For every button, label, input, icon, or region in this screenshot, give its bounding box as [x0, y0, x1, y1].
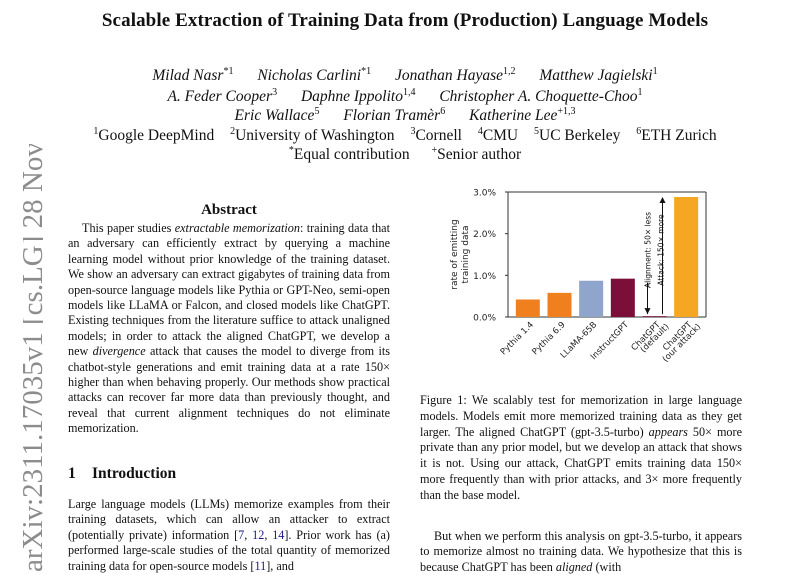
bar [515, 299, 540, 317]
abstract-heading: Abstract [201, 202, 257, 218]
citation-link[interactable]: 11 [254, 558, 267, 573]
citation-link[interactable]: 7 [238, 527, 245, 542]
body-run: (with [592, 559, 622, 574]
note-sup: + [431, 145, 438, 156]
author-sup: 1 [652, 66, 658, 77]
affiliation-sup: 3 [410, 126, 416, 137]
affiliation: Cornell [415, 127, 462, 145]
affiliation-sup: 5 [534, 126, 540, 137]
author-name: A. Feder Cooper [167, 88, 273, 106]
alignment-arrow-head [644, 308, 651, 315]
affiliation: CMU [482, 127, 519, 145]
caption-run: Figure 1: We scalably test for memorizat… [420, 393, 742, 439]
abstract-term: divergence [92, 344, 146, 359]
y-tick-label: 2.0% [473, 230, 496, 240]
intro-run: , [264, 527, 273, 542]
arxiv-identifier: arXiv:2311.17035v1 [cs.LG] 28 Nov 2023 [23, 144, 43, 572]
bar [547, 292, 572, 317]
author-sup: +1,3 [557, 106, 576, 117]
intro-text: Large language models (LLMs) memorize ex… [68, 497, 390, 574]
note-text: Equal contribution [293, 146, 410, 164]
y-axis-label: rate of emitting [450, 219, 460, 289]
author-line-3: Eric Wallace5 Florian Tramèr6 Katherine … [0, 106, 810, 125]
intro-run: Large language models (LLMs) memorize ex… [68, 497, 390, 542]
abstract-run: This paper studies [82, 221, 175, 235]
affiliation-sup: 6 [636, 126, 642, 137]
affiliation: ETH Zurich [641, 127, 717, 145]
author-sup: 6 [440, 106, 446, 117]
attack-arrow-head [659, 197, 666, 203]
author-name: Matthew Jagielski [539, 67, 653, 85]
author-name: Florian Tramèr [343, 107, 441, 125]
section-heading-introduction: 1 Introduction [68, 465, 176, 483]
author-name: Nicholas Carlini [257, 67, 362, 85]
y-tick-label: 3.0% [473, 189, 496, 199]
bar [642, 316, 667, 317]
figure-caption: Figure 1: We scalably test for memorizat… [420, 393, 742, 504]
annotation-label: Alignment: 50× less [644, 212, 653, 288]
abstract-text: This paper studies extractable memorizat… [68, 221, 390, 437]
author-sup: 1,4 [402, 87, 416, 98]
body-text-right: But when we perform this analysis on gpt… [420, 529, 742, 575]
affiliation-sup: 1 [93, 126, 99, 137]
section-number: 1 [68, 465, 76, 482]
author-name: Eric Wallace [234, 107, 315, 125]
caption-run: 50× more private than any prior model, b… [420, 424, 742, 502]
affiliations: 1Google DeepMind 2University of Washingt… [0, 126, 810, 145]
intro-run: , [244, 527, 253, 542]
author-sup: *1 [223, 66, 234, 77]
intro-run: ], and [266, 558, 294, 573]
body-emphasis: aligned [555, 559, 593, 574]
annotation-label: Attack: 150× more [657, 214, 666, 286]
affiliation: UC Berkeley [539, 127, 621, 145]
bar [610, 278, 635, 317]
affiliation: University of Washington [235, 127, 395, 145]
affiliation-sup: 2 [230, 126, 236, 137]
author-sup: *1 [361, 66, 372, 77]
author-notes: *Equal contribution +Senior author [0, 145, 810, 164]
author-sup: 5 [314, 106, 320, 117]
arxiv-stamp: arXiv:2311.17035v1 [cs.LG] 28 Nov 2023 [23, 144, 43, 572]
bar-chart: 0.0% 1.0% 2.0% 3.0% rate of emitting training… [450, 189, 707, 365]
author-name: Katherine Lee [469, 107, 558, 125]
affiliation: Google DeepMind [98, 127, 215, 145]
citation-link[interactable]: 12 [252, 527, 265, 542]
author-sup: 1 [637, 87, 643, 98]
author-name: Christopher A. Choquette-Choo [439, 88, 638, 106]
note-text: Senior author [437, 146, 522, 164]
section-title: Introduction [92, 465, 177, 482]
citation-link[interactable]: 14 [272, 527, 285, 542]
bar [579, 280, 604, 317]
author-line-2: A. Feder Cooper3 Daphne Ippolito1,4 Chri… [0, 87, 810, 106]
y-tick-label: 0.0% [473, 314, 496, 324]
author-line-1: Milad Nasr*1 Nicholas Carlini*1 Jonathan… [0, 66, 810, 85]
abstract-term: extractable memorization [174, 221, 300, 235]
caption-emphasis: appears [648, 424, 688, 439]
abstract-run: attack that causes the model to diverge … [68, 344, 390, 436]
bar [674, 197, 699, 317]
figure-1-chart: 0.0% 1.0% 2.0% 3.0% rate of emitting training… [420, 184, 750, 384]
author-name: Milad Nasr [152, 67, 224, 85]
intro-run: ]. Prior work has (a) performed large-sc… [68, 527, 390, 573]
author-sup: 1,2 [503, 66, 516, 77]
y-tick-label: 1.0% [473, 272, 496, 282]
y-axis-label: training data [461, 226, 471, 284]
affiliation-sup: 4 [477, 126, 483, 137]
x-tick-label: Pythia 1.4 [499, 320, 536, 357]
body-run: But when we perform this analysis on gpt… [420, 529, 742, 574]
note-sup: * [288, 145, 294, 156]
abstract-run: : training data that an adversary can ef… [68, 221, 390, 359]
author-name: Daphne Ippolito [300, 88, 403, 106]
paper-title: Scalable Extraction of Training Data fro… [101, 10, 709, 31]
author-name: Jonathan Hayase [394, 67, 504, 85]
author-sup: 3 [272, 87, 278, 98]
